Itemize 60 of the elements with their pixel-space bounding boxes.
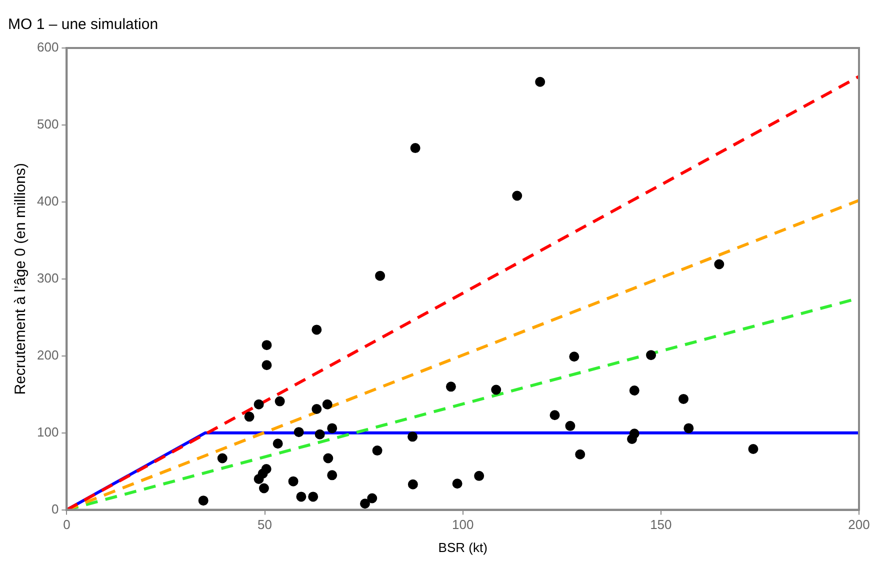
x-tick-label: 0 bbox=[63, 517, 70, 532]
point bbox=[629, 386, 640, 396]
point bbox=[322, 399, 332, 410]
point bbox=[565, 420, 576, 431]
point bbox=[327, 470, 338, 480]
x-tick-label: 150 bbox=[650, 517, 672, 532]
point bbox=[446, 382, 456, 392]
point bbox=[550, 410, 560, 420]
y-tick-label: 0 bbox=[51, 501, 59, 516]
point bbox=[512, 190, 522, 201]
point bbox=[217, 453, 228, 464]
x-tick-label: 100 bbox=[452, 517, 474, 532]
point bbox=[375, 270, 386, 281]
point bbox=[372, 446, 382, 456]
x-tick-label: 200 bbox=[848, 517, 870, 532]
chart-title: MO 1 – une simulation bbox=[8, 16, 158, 34]
y-tick-label: 100 bbox=[36, 424, 59, 440]
point bbox=[312, 324, 322, 335]
point bbox=[272, 438, 283, 449]
x-axis-title: BSR (kt) bbox=[438, 540, 488, 555]
y-tick-label: 300 bbox=[36, 270, 59, 286]
point bbox=[312, 404, 322, 414]
x-tick-label: 50 bbox=[258, 517, 272, 532]
point bbox=[262, 340, 272, 350]
point bbox=[452, 478, 462, 489]
point bbox=[308, 492, 318, 502]
point bbox=[627, 434, 638, 444]
point bbox=[294, 427, 304, 438]
point bbox=[684, 423, 694, 434]
point bbox=[314, 429, 325, 440]
point bbox=[323, 453, 334, 464]
point bbox=[678, 394, 689, 404]
y-tick-label: 400 bbox=[36, 194, 59, 209]
point bbox=[254, 399, 264, 410]
point bbox=[244, 412, 254, 422]
y-axis-title: Recrutement à l’âge 0 (en millions) bbox=[12, 163, 30, 395]
y-tick-label: 200 bbox=[36, 347, 59, 362]
point bbox=[262, 360, 272, 370]
point bbox=[569, 352, 580, 362]
point bbox=[535, 76, 546, 87]
y-tick-label: 500 bbox=[36, 116, 59, 132]
point bbox=[198, 496, 208, 506]
point bbox=[258, 483, 269, 494]
point bbox=[646, 350, 656, 360]
point bbox=[408, 479, 418, 490]
point bbox=[296, 492, 306, 502]
point bbox=[360, 498, 370, 509]
point bbox=[274, 396, 285, 406]
point bbox=[288, 476, 298, 486]
point bbox=[491, 384, 502, 395]
point bbox=[367, 493, 378, 504]
point bbox=[410, 143, 420, 154]
point bbox=[254, 474, 264, 484]
point bbox=[748, 444, 758, 454]
point bbox=[474, 470, 484, 481]
point bbox=[408, 432, 418, 442]
point bbox=[327, 423, 338, 434]
point bbox=[714, 259, 724, 270]
y-tick-label: 600 bbox=[36, 40, 59, 55]
point bbox=[575, 449, 586, 460]
